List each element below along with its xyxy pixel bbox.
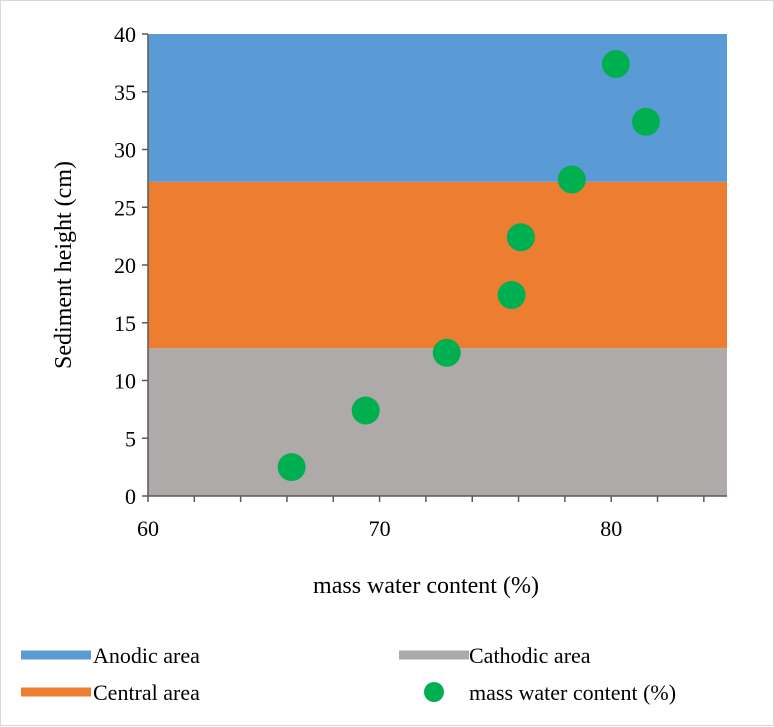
y-tick-label: 35 (114, 80, 136, 105)
data-points (277, 50, 660, 482)
legend-label-series: mass water content (%) (469, 680, 676, 705)
legend: Anodic area Cathodic area Central area m… (21, 643, 676, 705)
x-tick-label: 80 (600, 516, 622, 541)
y-tick-label: 40 (114, 22, 136, 47)
y-tick-label: 0 (125, 484, 136, 509)
data-point (601, 50, 630, 79)
area-band-cathodic (148, 348, 727, 496)
y-tick-label: 20 (114, 253, 136, 278)
legend-item-cathodic: Cathodic area (399, 643, 591, 668)
y-tick-label: 25 (114, 195, 136, 220)
x-axis-title: mass water content (%) (313, 573, 539, 599)
y-tick-label: 5 (125, 426, 136, 451)
legend-marker-series (424, 682, 444, 702)
area-bands (148, 34, 727, 496)
legend-item-central: Central area (21, 680, 200, 705)
x-tick-label: 60 (137, 516, 159, 541)
legend-label-anodic: Anodic area (93, 643, 200, 668)
data-point (506, 223, 535, 252)
legend-item-anodic: Anodic area (21, 643, 200, 668)
data-point (277, 453, 306, 482)
axes: 0 5 10 15 20 25 30 35 40 60 70 80 (114, 22, 727, 541)
y-tick-label: 10 (114, 369, 136, 394)
data-point (497, 281, 526, 310)
data-point (351, 396, 380, 425)
legend-label-cathodic: Cathodic area (469, 643, 591, 668)
y-axis-title: Sediment height (cm) (51, 161, 77, 369)
y-tick-label: 30 (114, 138, 136, 163)
data-point (557, 165, 586, 194)
y-tick-label: 15 (114, 311, 136, 336)
area-band-anodic (148, 34, 727, 182)
x-tick-label: 70 (369, 516, 391, 541)
data-point (432, 338, 461, 367)
data-point (631, 107, 660, 136)
area-band-central (148, 181, 727, 349)
legend-label-central: Central area (93, 680, 200, 705)
legend-item-series: mass water content (%) (424, 680, 676, 705)
